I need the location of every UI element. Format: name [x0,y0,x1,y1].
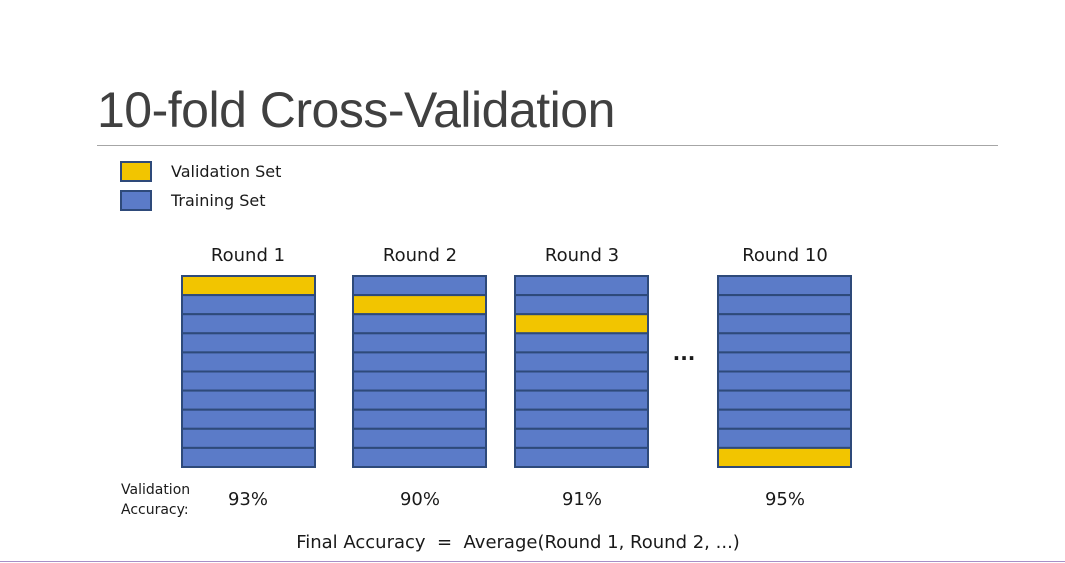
slide-bottom-rule [0,561,1065,562]
training-fold [717,351,852,373]
legend-swatch-training [120,190,152,211]
round-3-fold-stack [514,275,649,468]
training-fold [352,446,487,468]
training-fold [181,408,316,430]
training-fold [514,351,649,373]
title-divider [97,145,998,146]
training-fold [181,389,316,411]
validation-fold [181,275,316,297]
legend-label-validation: Validation Set [171,162,281,181]
training-fold [717,294,852,316]
validation-fold [352,294,487,316]
round-accuracy-value: 95% [765,489,805,510]
training-fold [352,427,487,449]
training-fold [181,351,316,373]
round-1-fold-stack [181,275,316,468]
training-fold [717,332,852,354]
training-fold [352,275,487,297]
training-fold [514,275,649,297]
accuracy-row-label-line-2: Accuracy: [121,502,189,518]
legend: Validation Set Training Set [120,161,281,211]
round-title: Round 1 [211,245,285,266]
training-fold [717,389,852,411]
training-fold [352,313,487,335]
slide-title: 10-fold Cross-Validation [97,82,615,138]
round-10-fold-stack [717,275,852,468]
round-accuracy-value: 91% [562,489,602,510]
training-fold [352,332,487,354]
validation-fold [717,446,852,468]
training-fold [352,389,487,411]
training-fold [514,332,649,354]
training-fold [352,370,487,392]
training-fold [514,389,649,411]
round-accuracy-value: 90% [400,489,440,510]
training-fold [352,408,487,430]
training-fold [717,427,852,449]
round-title: Round 2 [383,245,457,266]
training-fold [514,427,649,449]
training-fold [514,370,649,392]
training-fold [181,294,316,316]
final-accuracy-formula: Final Accuracy = Average(Round 1, Round … [296,532,740,553]
legend-swatch-validation [120,161,152,182]
validation-fold [514,313,649,335]
rounds-ellipsis: ... [673,341,696,365]
accuracy-row-label-line-1: Validation [121,482,190,498]
round-title: Round 3 [545,245,619,266]
training-fold [717,370,852,392]
round-accuracy-value: 93% [228,489,268,510]
training-fold [181,332,316,354]
training-fold [514,408,649,430]
training-fold [717,275,852,297]
legend-label-training: Training Set [170,191,266,210]
training-fold [717,313,852,335]
training-fold [514,294,649,316]
training-fold [352,351,487,373]
training-fold [181,370,316,392]
round-2-fold-stack [352,275,487,468]
training-fold [514,446,649,468]
training-fold [717,408,852,430]
training-fold [181,446,316,468]
training-fold [181,313,316,335]
round-title: Round 10 [742,245,828,266]
training-fold [181,427,316,449]
